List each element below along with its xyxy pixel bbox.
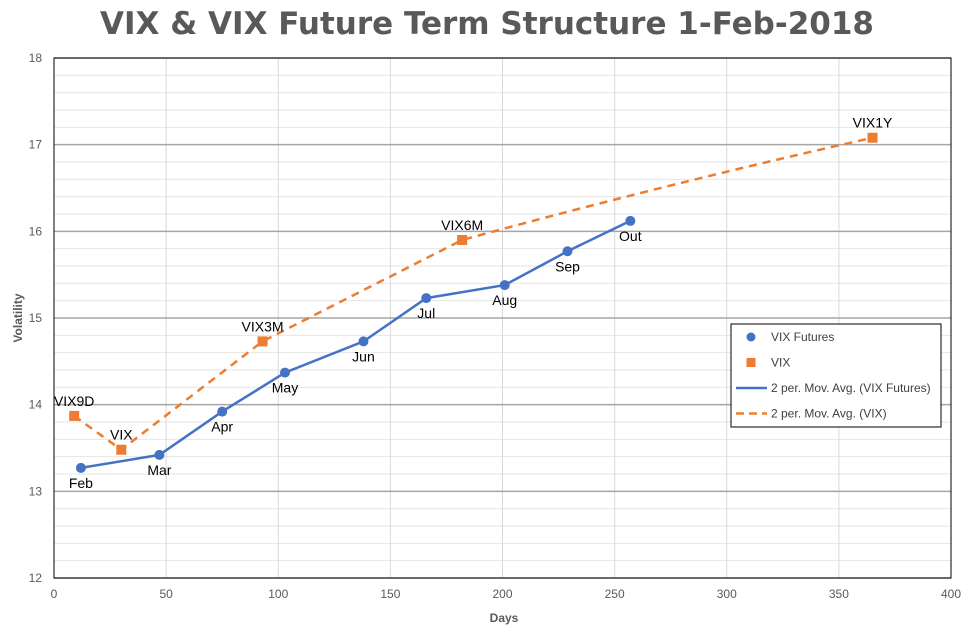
vix-futures-point <box>358 336 369 347</box>
vix-label: VIX6M <box>441 217 483 233</box>
x-tick-label: 350 <box>829 587 849 601</box>
legend-label: 2 per. Mov. Avg. (VIX Futures) <box>771 381 931 395</box>
vix-futures-label: Aug <box>492 292 517 308</box>
y-tick-label: 18 <box>29 51 43 65</box>
vix-futures-point <box>562 246 573 257</box>
data-points <box>69 132 878 473</box>
plot-area-border <box>53 57 952 579</box>
y-tick-labels: 12 13 14 15 16 17 18 <box>29 51 43 585</box>
y-tick-label: 13 <box>29 484 43 498</box>
chart-title: VIX & VIX Future Term Structure 1-Feb-20… <box>100 6 874 42</box>
major-gridlines <box>53 57 952 579</box>
vix-label: VIX9D <box>54 393 94 409</box>
y-tick-label: 14 <box>29 398 43 412</box>
vix-futures-point <box>279 367 290 378</box>
vix-futures-label: Jun <box>352 348 375 364</box>
vix-futures-label: Mar <box>147 462 171 478</box>
vix-futures-label: Sep <box>555 258 580 274</box>
vix-futures-point <box>75 462 86 473</box>
x-tick-label: 100 <box>268 587 288 601</box>
x-tick-label: 250 <box>605 587 625 601</box>
x-tick-label: 150 <box>380 587 400 601</box>
vix-point <box>116 444 127 455</box>
vix-point <box>257 336 268 347</box>
trendline-vix-futures <box>80 219 631 470</box>
vix-futures-label: Apr <box>211 419 233 435</box>
vix-futures-point <box>625 215 636 226</box>
legend-marker-square <box>746 358 756 367</box>
x-tick-label: 50 <box>159 587 173 601</box>
vix-futures-point <box>421 293 432 304</box>
vix-futures-point <box>154 449 165 460</box>
x-tick-label: 200 <box>492 587 512 601</box>
data-labels: Feb Mar Apr May Jun Jul Aug Sep Out VIX9D VIX VIX3M… <box>54 115 893 491</box>
legend-label: VIX <box>771 356 790 370</box>
legend-marker-circle <box>746 332 756 342</box>
x-tick-label: 0 <box>51 587 58 601</box>
y-tick-label: 16 <box>29 224 43 238</box>
x-tick-labels: 0 50 100 150 200 250 300 350 400 <box>51 587 962 601</box>
y-tick-label: 15 <box>29 311 43 325</box>
vix-point <box>867 132 878 143</box>
vix-futures-label: May <box>272 380 298 396</box>
y-axis-title: Volatility <box>11 293 25 342</box>
y-tick-label: 12 <box>29 571 43 585</box>
vix-futures-point <box>499 280 510 291</box>
vix-label: VIX <box>110 427 133 443</box>
vix-futures-point <box>217 406 228 417</box>
legend: VIX Futures VIX 2 per. Mov. Avg. (VIX Futu… <box>730 323 942 428</box>
x-tick-label: 300 <box>717 587 737 601</box>
legend-box <box>730 323 942 428</box>
vix-futures-label: Feb <box>69 475 93 491</box>
y-tick-label: 17 <box>29 138 43 152</box>
vix-futures-label: Jul <box>417 305 435 321</box>
vix-label: VIX3M <box>242 318 284 334</box>
vix-label: VIX1Y <box>853 115 893 131</box>
vix-futures-label: Out <box>619 228 642 244</box>
vix-point <box>457 235 468 245</box>
vix-point <box>69 410 80 421</box>
x-axis-title: Days <box>490 611 519 625</box>
legend-label: VIX Futures <box>771 330 834 344</box>
legend-label: 2 per. Mov. Avg. (VIX) <box>771 407 887 421</box>
x-tick-label: 400 <box>941 587 961 601</box>
